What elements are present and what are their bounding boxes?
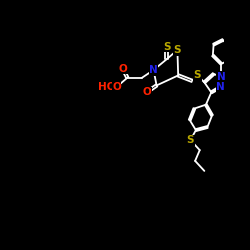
Text: O: O — [112, 82, 121, 92]
Text: S: S — [174, 45, 181, 55]
Text: S: S — [187, 135, 194, 145]
Text: S: S — [194, 70, 201, 81]
Text: N: N — [217, 72, 226, 82]
Text: N: N — [149, 65, 158, 75]
Text: N: N — [216, 82, 225, 92]
Text: S: S — [163, 42, 170, 52]
Text: HO: HO — [98, 82, 115, 92]
Text: O: O — [142, 87, 151, 97]
Text: O: O — [118, 64, 127, 74]
